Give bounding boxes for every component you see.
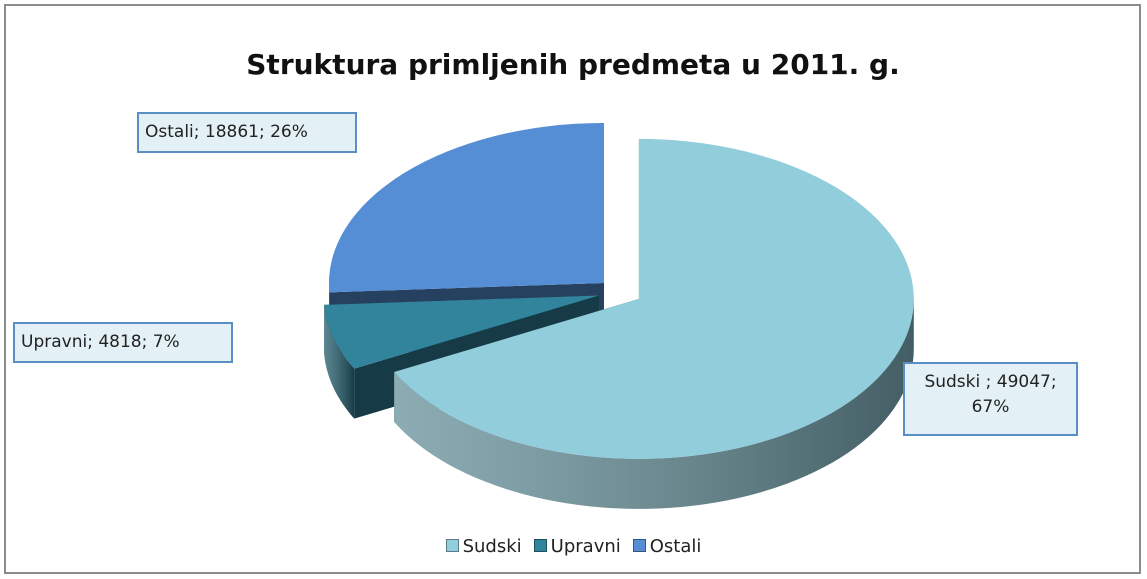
legend-label: Sudski: [462, 536, 522, 557]
legend-item: Upravni: [533, 536, 621, 557]
slice-side-shade: [394, 298, 914, 509]
slice: [324, 295, 599, 369]
chart-title: Struktura primljenih predmeta u 2011. g.: [246, 48, 899, 81]
data-label: Sudski ; 49047; 67%: [903, 362, 1078, 436]
legend: Sudski Upravni Ostali: [0, 536, 1147, 557]
legend-label: Ostali: [649, 536, 702, 557]
legend-label: Upravni: [550, 536, 621, 557]
legend-item: Sudski: [445, 536, 522, 557]
slice: [328, 122, 604, 293]
data-label: Ostali; 18861; 26%: [137, 112, 357, 153]
slice: [394, 138, 914, 459]
data-label: Upravni; 4818; 7%: [13, 322, 233, 363]
legend-swatch: [632, 539, 646, 552]
slice-side-shade: [324, 304, 355, 419]
legend-item: Ostali: [632, 536, 702, 557]
legend-swatch: [445, 539, 459, 552]
legend-swatch: [533, 539, 547, 552]
